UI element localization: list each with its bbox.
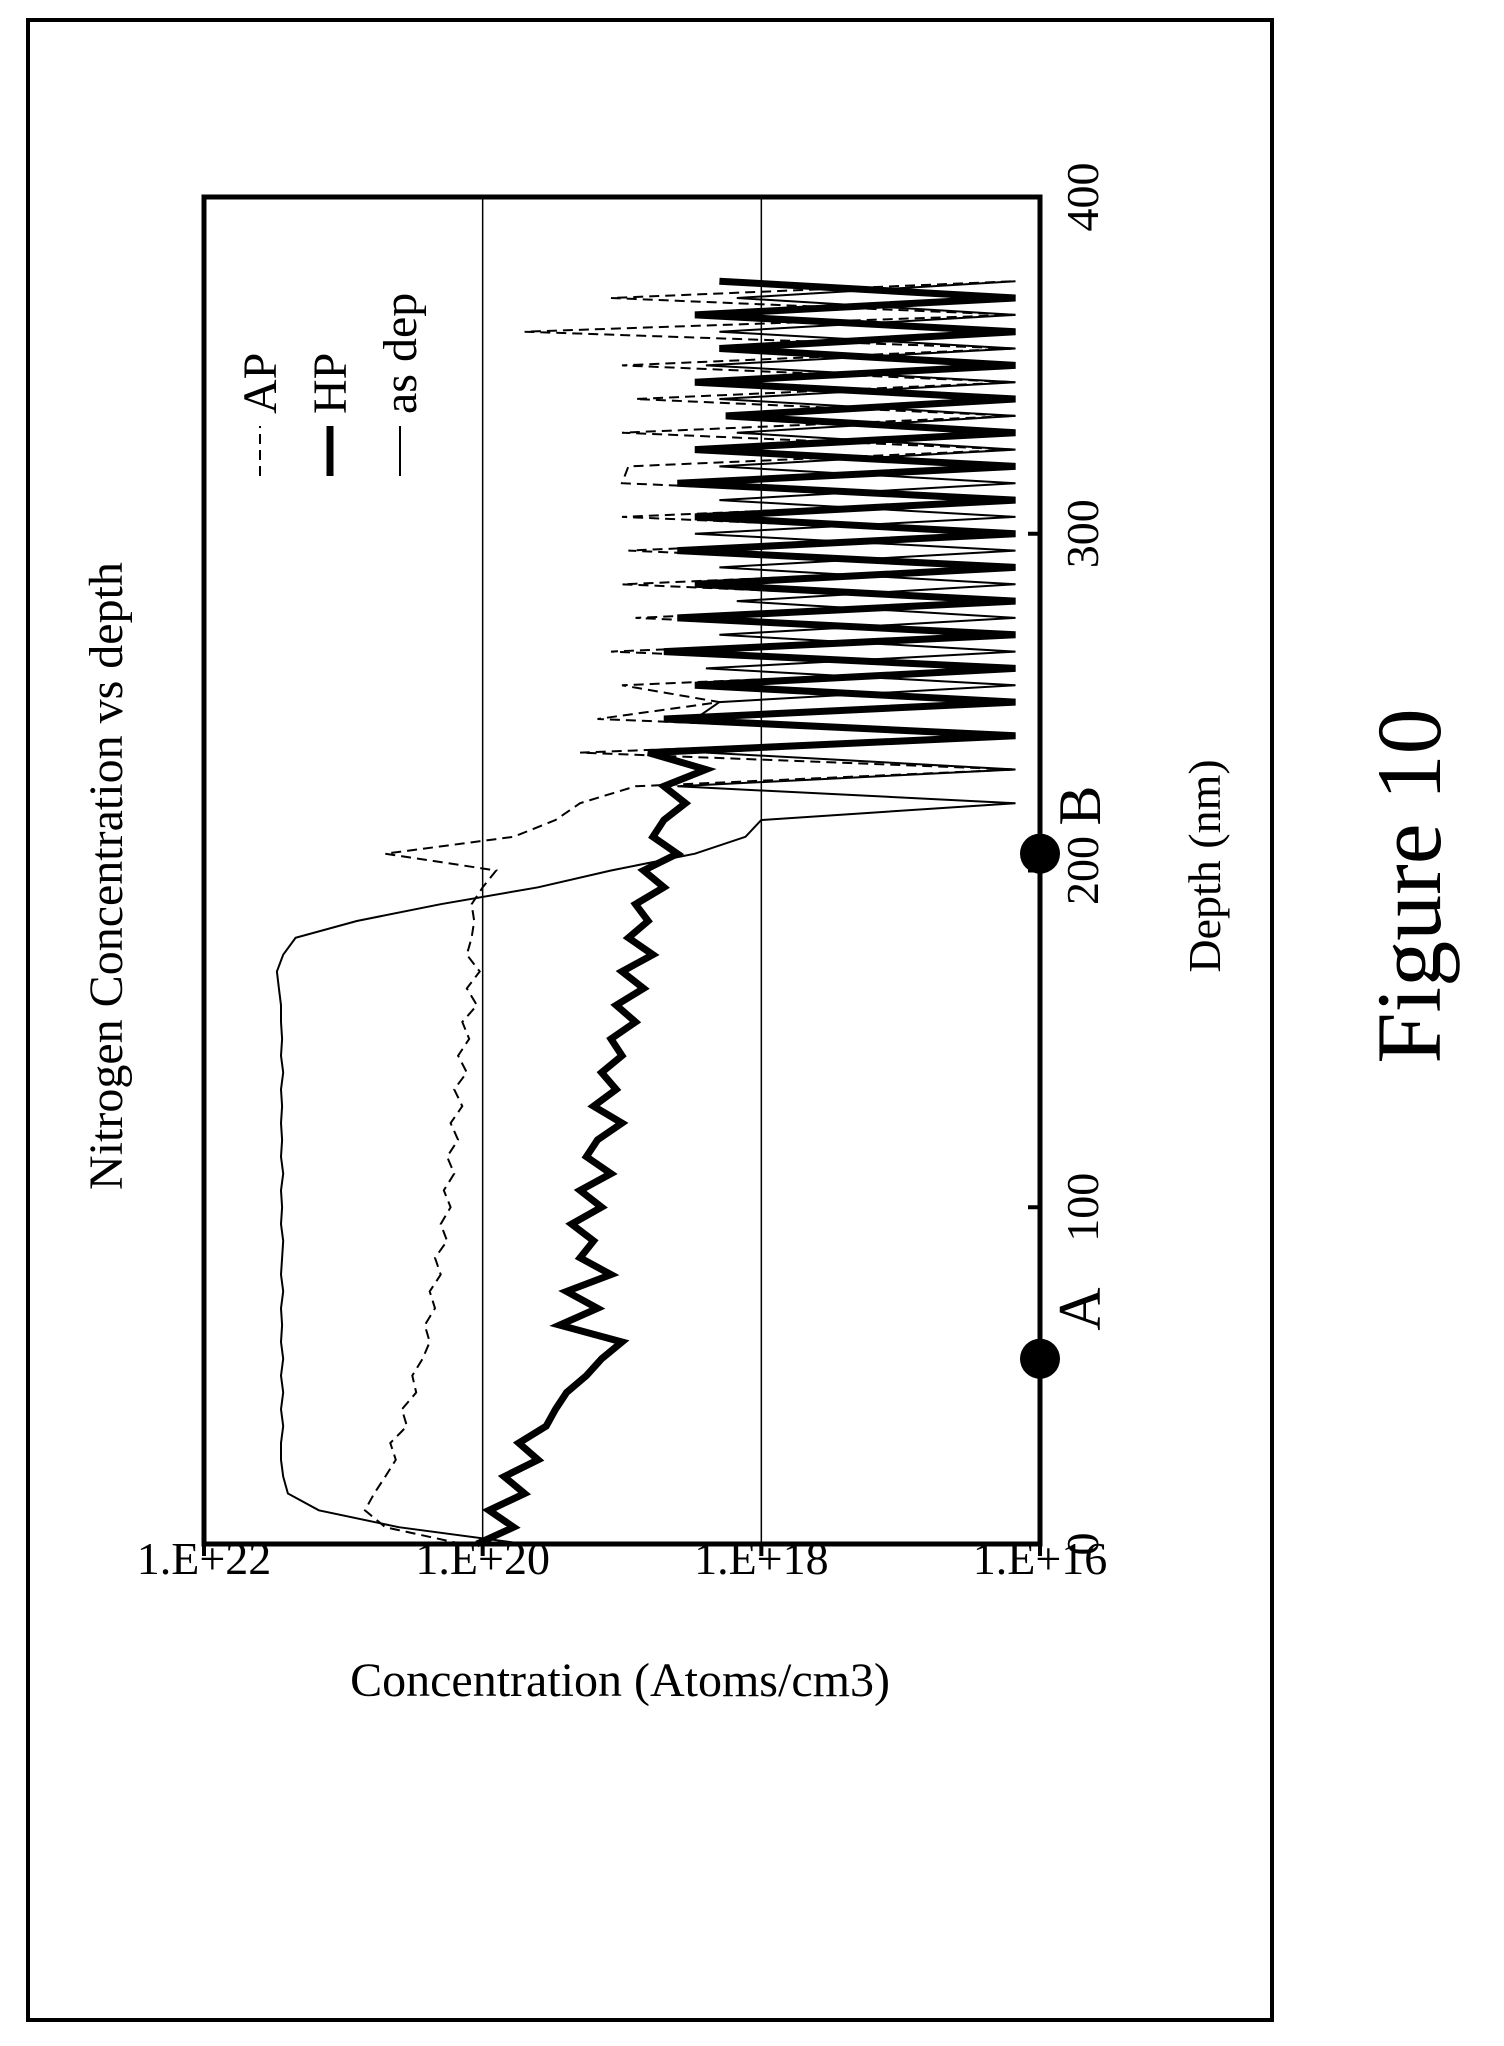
annotation-label-b: B (1047, 786, 1113, 826)
chart-rotated-group: 0 100 200 300 400 1.E+16 1.E+18 1.E+20 1.E+22 Ni… (80, 163, 1460, 1708)
figure-border (26, 18, 1274, 2022)
legend-label-1: HP (304, 353, 357, 414)
x-tick-label-4: 400 (1057, 163, 1108, 232)
annotation-marker-b (1020, 833, 1060, 874)
annotation-marker-a (1020, 1338, 1060, 1379)
series-line-hp (475, 277, 1016, 1548)
series-line-as-dep (275, 280, 1016, 1545)
x-tick-label-3: 300 (1057, 499, 1108, 568)
x-tick-label-1: 100 (1057, 1173, 1108, 1242)
series-layer (275, 277, 1016, 1548)
y-tick-label-1: 1.E+18 (694, 1533, 829, 1584)
y-tick-label-3: 1.E+22 (137, 1533, 272, 1584)
figure-label: Figure 10 (1358, 708, 1460, 1063)
y-tick-label-0: 1.E+16 (973, 1533, 1108, 1584)
gridlines (481, 197, 763, 1544)
chart-title: Nitrogen Concentration vs depth (80, 562, 133, 1190)
x-tick-label-2: 200 (1057, 836, 1108, 905)
legend: AP HP as dep (234, 293, 427, 476)
legend-label-0: AP (234, 353, 287, 414)
x-axis-label: Depth (nm) (1179, 759, 1230, 972)
y-axis-label: Concentration (Atoms/cm3) (350, 1654, 890, 1707)
legend-label-2: as dep (374, 293, 427, 414)
y-tick-label-2: 1.E+20 (415, 1533, 550, 1584)
x-tick-label-0: 0 (1057, 1533, 1108, 1556)
annotation-label-a: A (1047, 1287, 1113, 1330)
annotations: AB (1020, 786, 1113, 1379)
axis-layer: 0 100 200 300 400 1.E+16 1.E+18 1.E+20 1.E+22 (137, 163, 1108, 1585)
